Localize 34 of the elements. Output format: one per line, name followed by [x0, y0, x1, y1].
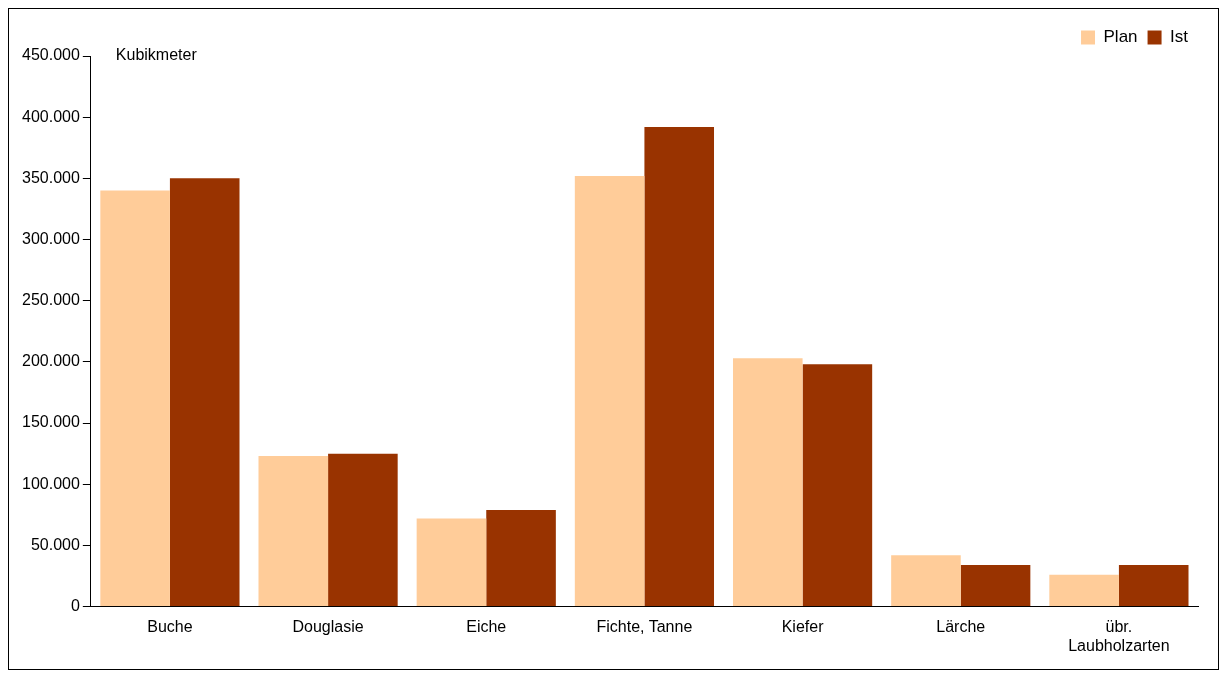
bar [802, 364, 873, 607]
bar [1118, 565, 1189, 607]
legend-label: Ist [1170, 27, 1189, 47]
bar [1049, 574, 1119, 607]
y-tick-label: 50.000 [30, 535, 80, 553]
y-tick-label: 200.000 [21, 352, 80, 370]
x-tick-label: übr. Laubholzarten [1068, 617, 1170, 654]
bar [486, 509, 556, 607]
y-tick-label: 450.000 [21, 46, 80, 64]
legend-label: Plan [1103, 27, 1138, 47]
y-axis-title: Kubikmeter [115, 46, 198, 64]
x-tick-label: Eiche [466, 617, 507, 635]
x-tick-label: Fichte, Tanne [596, 617, 693, 635]
x-tick-label: Kiefer [781, 617, 825, 635]
y-tick-label: 250.000 [21, 291, 80, 309]
bar [169, 178, 240, 607]
x-tick-label: Douglasie [292, 617, 364, 635]
y-tick-label: 300.000 [21, 229, 80, 247]
bar [732, 358, 803, 607]
bar [100, 190, 170, 607]
bar [574, 175, 645, 607]
y-tick-label: 0 [70, 597, 80, 615]
y-tick-label: 150.000 [21, 413, 80, 431]
bar [960, 565, 1031, 607]
y-tick-label: 100.000 [21, 474, 80, 492]
bar [328, 453, 398, 607]
bar [258, 456, 329, 607]
y-tick-label: 350.000 [21, 168, 80, 186]
bar [891, 555, 961, 607]
x-tick-label: Lärche [936, 617, 986, 635]
y-tick-label: 400.000 [21, 107, 80, 125]
bar [644, 126, 715, 607]
x-tick-label: Buche [147, 617, 193, 635]
bar [416, 518, 487, 607]
